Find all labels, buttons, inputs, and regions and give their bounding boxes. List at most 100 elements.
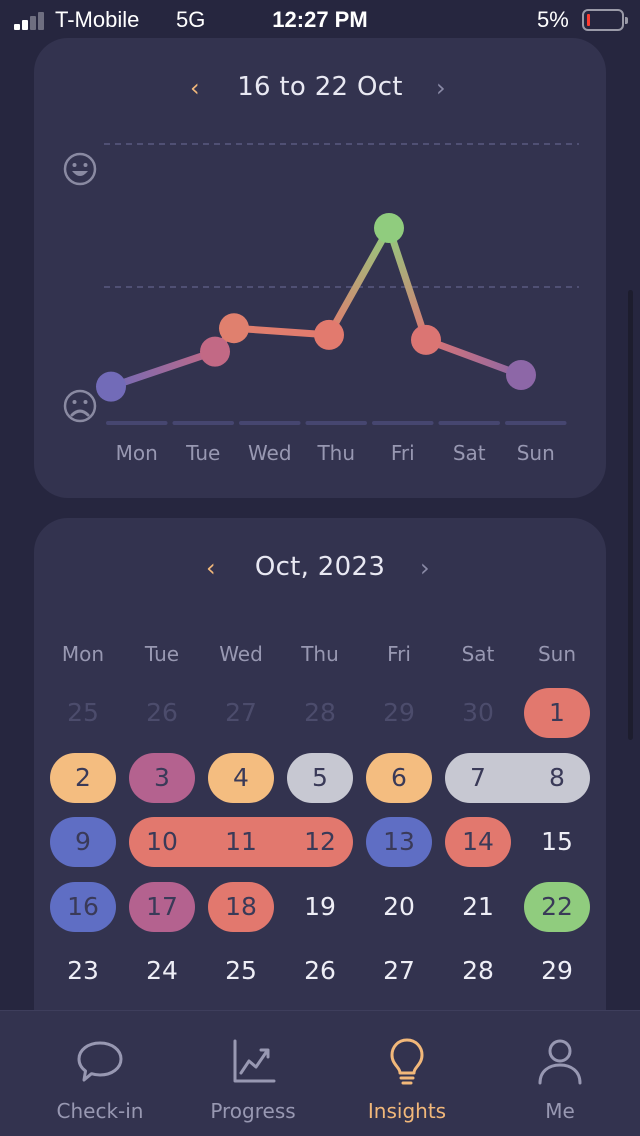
data-point-mon[interactable]	[96, 371, 126, 402]
prev-month-button[interactable]: ‹	[206, 554, 216, 582]
series-line-segment	[385, 224, 430, 344]
day-band	[305, 421, 367, 425]
calendar-day[interactable]: 18	[225, 891, 257, 921]
calendar-day[interactable]: 6	[391, 762, 407, 792]
data-point-sat[interactable]	[411, 324, 441, 355]
weekday-label: Thu	[301, 642, 339, 666]
signal-icon	[14, 12, 48, 30]
x-tick-label: Tue	[185, 441, 220, 465]
x-tick-label: Sat	[453, 441, 486, 465]
data-point-wed[interactable]	[219, 313, 249, 344]
battery-percent: 5%	[537, 7, 569, 32]
tab-label: Check-in	[56, 1099, 144, 1123]
calendar-day[interactable]: 3	[154, 762, 170, 792]
calendar-day[interactable]: 13	[383, 827, 415, 856]
calendar-day[interactable]: 29	[383, 698, 415, 727]
next-month-button[interactable]: ›	[420, 554, 430, 582]
weekday-label: Sat	[461, 642, 495, 666]
calendar-day[interactable]: 8	[549, 762, 565, 792]
calendar-day[interactable]: 14	[462, 827, 494, 856]
calendar-day[interactable]: 2	[75, 762, 91, 792]
calendar-day[interactable]: 25	[67, 698, 99, 727]
data-point-tue[interactable]	[200, 336, 230, 367]
calendar-day[interactable]: 7	[470, 762, 486, 792]
chart-icon	[233, 1039, 276, 1083]
mood-pill	[208, 881, 274, 932]
calendar-day[interactable]: 30	[462, 698, 494, 727]
calendar-day[interactable]: 27	[383, 956, 415, 985]
calendar-day[interactable]: 24	[146, 956, 178, 985]
prev-week-button[interactable]: ‹	[190, 74, 200, 102]
tab-label: Me	[545, 1099, 575, 1123]
day-band	[505, 421, 567, 425]
calendar-day[interactable]: 26	[146, 698, 178, 727]
calendar-day[interactable]: 15	[541, 827, 573, 856]
calendar-day[interactable]: 11	[225, 827, 257, 856]
data-point-thu[interactable]	[314, 319, 344, 350]
data-point-sun[interactable]	[506, 359, 536, 390]
day-band	[372, 421, 434, 425]
tab-check-in[interactable]: Check-in	[20, 1011, 180, 1136]
tab-insights[interactable]: Insights	[327, 1011, 487, 1136]
calendar-day[interactable]: 22	[541, 891, 573, 921]
calendar-day[interactable]: 12	[304, 827, 336, 856]
mood-pill	[445, 817, 511, 867]
mood-pill	[50, 817, 116, 867]
x-tick-label: Fri	[391, 441, 415, 465]
week-nav: ‹ 16 to 22 Oct ›	[34, 72, 606, 102]
status-bar: T-Mobile 5G 12:27 PM 5%	[0, 0, 640, 40]
calendar-day[interactable]: 21	[462, 891, 494, 921]
series-line-segment	[230, 324, 333, 339]
tab-label: Insights	[367, 1099, 447, 1123]
calendar-day[interactable]: 29	[541, 956, 573, 985]
network-type: 5G	[176, 7, 206, 32]
x-tick-label: Sun	[517, 441, 555, 465]
day-band	[239, 421, 301, 425]
mood-pill	[50, 752, 116, 803]
mood-pill	[445, 752, 590, 803]
calendar-day[interactable]: 28	[462, 956, 494, 985]
chat-bubble-icon	[77, 1041, 123, 1082]
x-tick-label: Mon	[116, 441, 158, 465]
scrollbar[interactable]	[628, 290, 633, 740]
weekday-label: Wed	[219, 642, 263, 666]
data-point-fri[interactable]	[374, 213, 404, 243]
calendar-day[interactable]: 10	[146, 827, 178, 856]
day-band	[438, 421, 500, 425]
mood-pill	[129, 881, 195, 932]
calendar-day[interactable]: 19	[304, 891, 336, 921]
clock: 12:27 PM	[272, 7, 368, 32]
calendar-day[interactable]: 4	[233, 762, 249, 792]
series-line-segment	[325, 224, 393, 339]
calendar-day[interactable]: 17	[146, 891, 178, 921]
tab-bar: Check-in Progress Insights Me	[0, 1010, 640, 1136]
calendar-day[interactable]: 20	[383, 891, 415, 921]
mood-pill	[129, 752, 195, 803]
mood-pill	[524, 688, 590, 738]
weekday-label: Tue	[144, 642, 180, 666]
tab-label: Progress	[210, 1099, 296, 1123]
mood-line-chart: Mon Tue Wed Thu Fri Sat Sun	[63, 143, 579, 465]
series-line-segment	[107, 348, 219, 391]
weekday-label: Sun	[537, 642, 577, 666]
mood-pill	[524, 881, 590, 932]
calendar-day[interactable]: 27	[225, 698, 257, 727]
tab-me[interactable]: Me	[480, 1011, 640, 1136]
x-tick-label: Thu	[316, 441, 355, 465]
day-band	[106, 421, 168, 425]
calendar-day[interactable]: 9	[75, 827, 91, 856]
mood-pill	[366, 752, 432, 803]
mood-pill	[366, 817, 432, 867]
weekday-label: Fri	[387, 642, 411, 666]
mood-pill	[287, 752, 353, 803]
next-week-button[interactable]: ›	[436, 74, 446, 102]
calendar-day[interactable]: 26	[304, 956, 336, 985]
calendar-day[interactable]: 16	[67, 891, 99, 921]
calendar-day[interactable]: 1	[549, 698, 565, 727]
calendar-day[interactable]: 25	[225, 956, 257, 985]
tab-progress[interactable]: Progress	[173, 1011, 333, 1136]
calendar-day[interactable]: 5	[312, 762, 328, 792]
calendar-day[interactable]: 23	[67, 956, 99, 985]
series-line-segment	[422, 336, 525, 379]
calendar-day[interactable]: 28	[304, 698, 336, 727]
